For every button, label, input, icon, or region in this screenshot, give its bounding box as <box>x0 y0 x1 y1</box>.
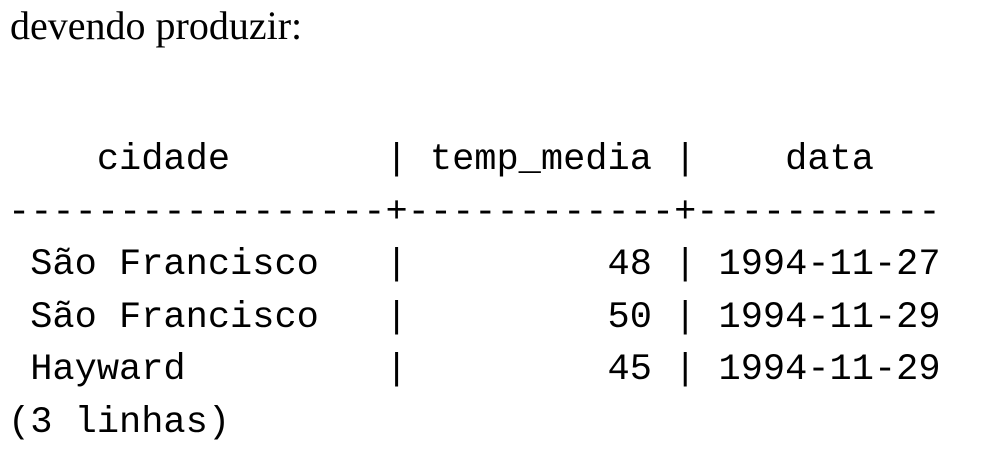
result-header-line: cidade | temp_media | data <box>8 139 874 181</box>
result-row-2: São Francisco | 50 | 1994-11-29 <box>8 296 941 339</box>
query-result-block: cidade | temp_media | data --------------… <box>8 134 941 449</box>
result-row-3: Hayward | 45 | 1994-11-29 <box>8 349 941 391</box>
result-separator-line: -----------------+------------+---------… <box>8 191 941 234</box>
intro-text: devendo produzir: <box>10 3 303 48</box>
result-row-1: São Francisco | 48 | 1994-11-27 <box>8 244 941 286</box>
result-footer: (3 linhas) <box>8 401 231 444</box>
